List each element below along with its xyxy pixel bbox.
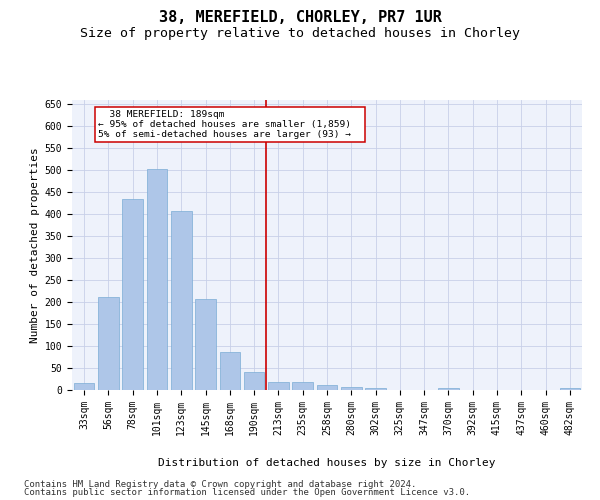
Text: 38 MEREFIELD: 189sqm
← 95% of detached houses are smaller (1,859)
5% of semi-det: 38 MEREFIELD: 189sqm ← 95% of detached h… (97, 110, 362, 140)
Bar (365, 388, 386, 390)
Bar (171, 211, 191, 390)
Bar (98, 297, 119, 390)
Bar (560, 388, 580, 390)
Text: 38, MEREFIELD, CHORLEY, PR7 1UR: 38, MEREFIELD, CHORLEY, PR7 1UR (158, 10, 442, 25)
Bar (146, 170, 167, 390)
Text: Size of property relative to detached houses in Chorley: Size of property relative to detached ho… (80, 28, 520, 40)
Y-axis label: Number of detached properties: Number of detached properties (31, 147, 40, 343)
Bar (341, 388, 362, 390)
Bar (317, 384, 337, 390)
Text: Distribution of detached houses by size in Chorley: Distribution of detached houses by size … (158, 458, 496, 468)
Bar (122, 199, 143, 390)
Text: Contains public sector information licensed under the Open Government Licence v3: Contains public sector information licen… (24, 488, 470, 497)
Bar (244, 372, 265, 390)
Bar (292, 382, 313, 390)
Bar (195, 299, 216, 390)
Text: Contains HM Land Registry data © Crown copyright and database right 2024.: Contains HM Land Registry data © Crown c… (24, 480, 416, 489)
Bar (220, 352, 240, 390)
Bar (268, 382, 289, 390)
Bar (438, 388, 459, 390)
Bar (74, 384, 94, 390)
